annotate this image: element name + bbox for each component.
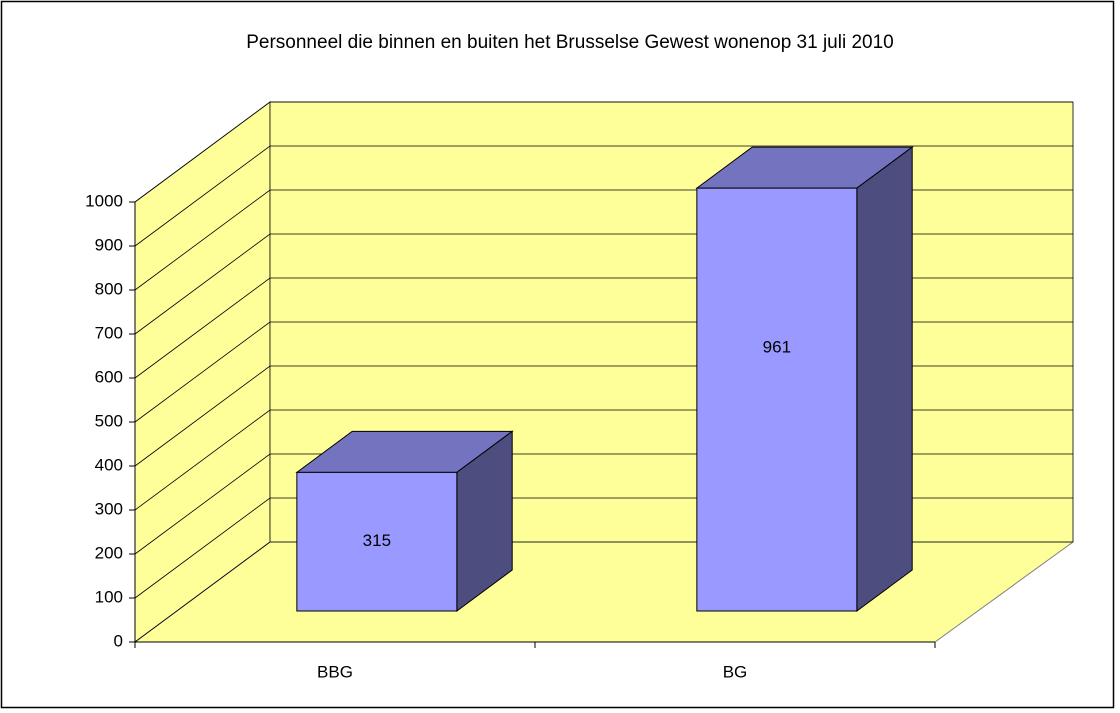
data-label: 961 bbox=[763, 338, 791, 357]
y-tick-label: 800 bbox=[95, 279, 123, 298]
grid-line bbox=[134, 145, 1073, 247]
y-tick-label: 500 bbox=[95, 411, 123, 430]
y-tick-label: 0 bbox=[114, 631, 123, 650]
floor bbox=[133, 541, 1075, 643]
y-tick-label: 900 bbox=[95, 235, 123, 254]
chart-title: Personneel die binnen en buiten het Brus… bbox=[246, 32, 894, 53]
x-tick-label: BBG bbox=[317, 662, 353, 681]
y-tick-label: 200 bbox=[95, 543, 123, 562]
y-tick-label: 600 bbox=[95, 367, 123, 386]
bar-side bbox=[856, 146, 913, 612]
data-label: 315 bbox=[363, 531, 391, 550]
y-tick-label: 400 bbox=[95, 455, 123, 474]
y-tick-label: 1000 bbox=[85, 191, 123, 210]
y-tick-label: 100 bbox=[95, 587, 123, 606]
x-tick-label: BG bbox=[723, 662, 748, 681]
y-tick-label: 300 bbox=[95, 499, 123, 518]
y-tick-label: 700 bbox=[95, 323, 123, 342]
bar bbox=[696, 187, 858, 612]
bar bbox=[296, 471, 458, 612]
grid-line bbox=[134, 101, 1073, 203]
